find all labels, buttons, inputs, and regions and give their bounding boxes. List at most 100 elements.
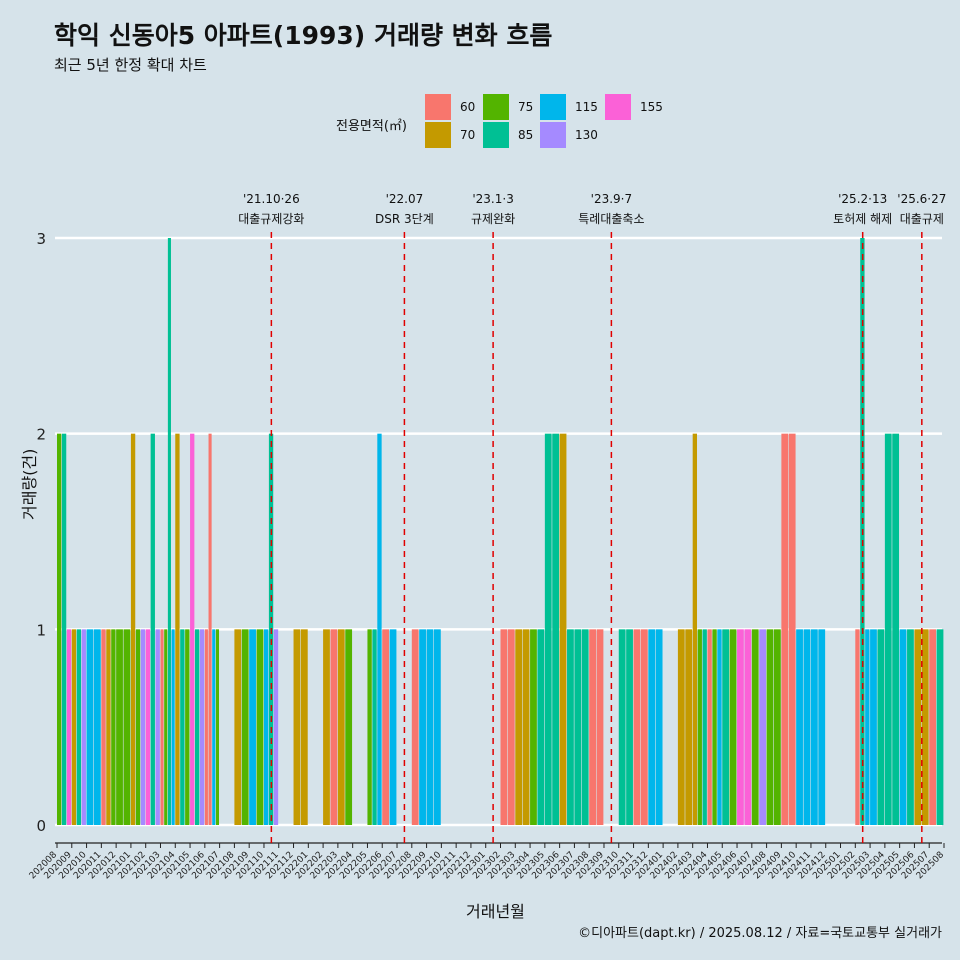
event-date: '23.1·3 [472,192,513,206]
bar [263,629,269,825]
event-date: '25.6·27 [897,192,946,206]
legend-title: 전용면적(㎡) [336,119,407,134]
bar [697,629,702,825]
y-axis-title: 거래량(건) [20,448,39,520]
bar [773,629,781,825]
bar [936,629,944,825]
legend-swatch-85 [483,122,509,148]
bar [345,629,353,825]
bar [685,629,693,825]
bar [788,433,796,825]
legend-item-85: 85 [483,122,533,148]
bar [382,629,390,825]
legend-label: 60 [460,100,476,114]
bar [256,629,264,825]
bar [111,629,116,825]
bar [185,629,190,825]
bar [877,629,885,825]
bar [123,629,131,825]
bar [751,629,759,825]
bar [559,433,567,825]
bar [160,629,164,825]
event-label: 대출규제강화 [238,212,304,226]
bar [93,629,101,825]
bar [717,629,722,825]
event-date: '25.2·13 [838,192,887,206]
y-tick-label: 2 [36,426,46,444]
bar [515,629,523,825]
bar [145,629,151,825]
bar [640,629,648,825]
bar [323,629,330,825]
bar [164,629,168,825]
bar [899,629,907,825]
bar [865,629,870,825]
bar [589,629,596,825]
legend-swatch-155 [605,94,631,120]
legend-item-130: 130 [540,122,598,148]
event-date: '22.07 [386,192,424,206]
x-axis-title: 거래년월 [466,902,525,921]
bar [744,629,752,825]
legend-label: 70 [460,128,476,142]
bar [155,629,160,825]
bar [171,629,175,825]
bar [818,629,826,825]
bar [367,629,372,825]
legend-item-70: 70 [425,122,475,148]
bar [130,433,136,825]
bar [199,629,205,825]
bar [870,629,877,825]
bar [212,629,216,825]
bar [914,629,922,825]
bar [929,629,937,825]
bar [544,433,552,825]
bar [86,629,94,825]
bar [194,629,200,825]
bar [596,629,604,825]
bar [81,629,86,825]
y-tick-label: 1 [36,621,46,639]
bar [66,629,72,825]
bar [729,629,737,825]
bar [884,433,892,825]
bar [241,629,249,825]
bar [76,629,82,825]
event-label: DSR 3단계 [375,212,434,226]
bar [330,629,338,825]
bar [781,433,789,825]
event-date: '21.10·26 [243,192,300,206]
y-tick-label: 3 [36,230,46,248]
bar [907,629,914,825]
bar [500,629,508,825]
bar [249,629,256,825]
event-label: 규제완화 [471,212,515,226]
bar [692,433,698,825]
bar [190,433,195,825]
legend-label: 115 [575,100,598,114]
bar [293,629,301,825]
bar [234,629,242,825]
bar [810,629,818,825]
bar [433,629,441,825]
bar [140,629,146,825]
chart-title: 학익 신동아5 아파트(1993) 거래량 변화 흐름 [54,21,553,50]
bar [759,629,766,825]
legend-item-155: 155 [605,94,663,120]
bar [377,433,382,825]
bar [633,629,641,825]
bar [300,629,308,825]
bar [167,238,171,825]
bar [372,629,377,825]
bar [567,629,574,825]
legend-label: 85 [518,128,534,142]
bar [618,629,626,825]
bar [796,629,803,825]
legend-swatch-75 [483,94,509,120]
event-label: 대출규제 [900,212,944,226]
bar [803,629,811,825]
chart-subtitle: 최근 5년 한정 확대 차트 [54,56,207,74]
bar [648,629,656,825]
bar [892,433,900,825]
